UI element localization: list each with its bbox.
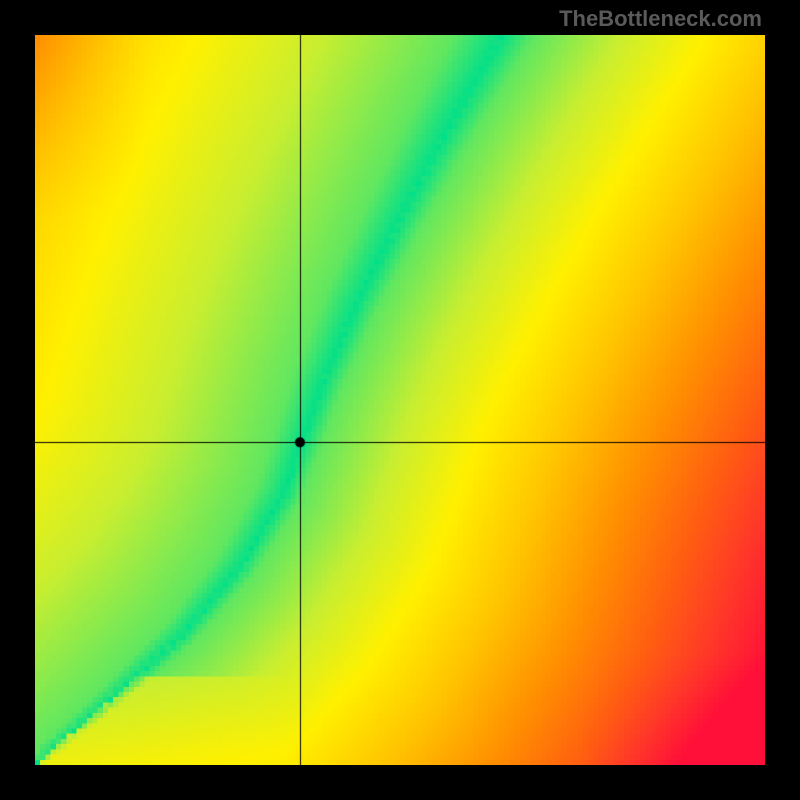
watermark-text: TheBottleneck.com [559, 6, 762, 32]
crosshair-overlay [35, 35, 765, 765]
